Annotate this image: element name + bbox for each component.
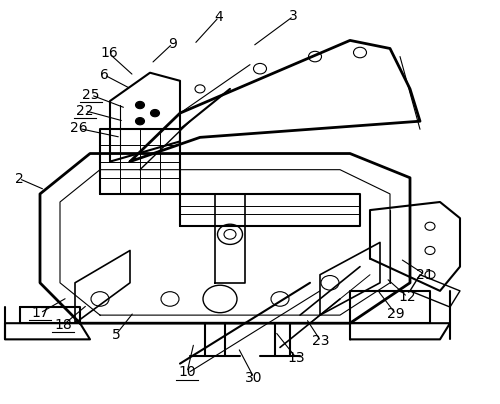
Text: 30: 30 xyxy=(245,371,263,385)
Text: 2: 2 xyxy=(14,172,24,185)
Text: 16: 16 xyxy=(100,46,118,60)
Text: 25: 25 xyxy=(82,88,100,102)
Circle shape xyxy=(150,109,160,117)
Text: 21: 21 xyxy=(416,268,434,282)
Text: 12: 12 xyxy=(398,290,416,304)
Text: 17: 17 xyxy=(31,306,49,320)
Text: 4: 4 xyxy=(214,10,224,24)
Text: 13: 13 xyxy=(287,351,305,364)
Text: 29: 29 xyxy=(387,307,405,321)
Text: 26: 26 xyxy=(70,122,88,135)
Circle shape xyxy=(136,118,144,125)
Text: 5: 5 xyxy=(112,328,120,341)
Text: 6: 6 xyxy=(100,68,108,82)
Text: 23: 23 xyxy=(312,335,330,348)
Text: 22: 22 xyxy=(76,104,94,118)
Circle shape xyxy=(136,101,144,109)
Text: 10: 10 xyxy=(178,366,196,379)
Text: 18: 18 xyxy=(54,318,72,332)
Text: 9: 9 xyxy=(168,37,177,50)
Text: 3: 3 xyxy=(289,9,298,23)
